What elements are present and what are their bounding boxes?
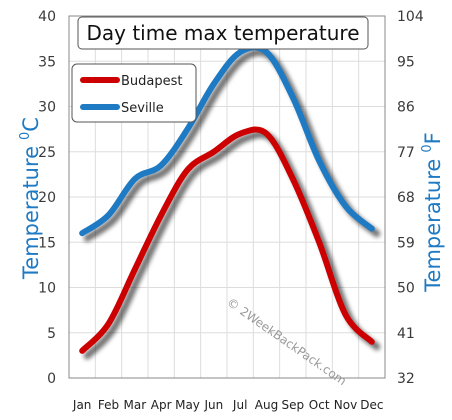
data-point-budapest [264,131,270,137]
chart-title: Day time max temperature [86,21,359,45]
left-axis-title: Temperature 0C [18,117,43,280]
x-tick-label: Nov [334,398,357,412]
data-point-seville [369,226,375,232]
x-tick-label: Jun [203,398,223,412]
right-tick-label: 95 [397,54,415,70]
right-axis-unit: F [421,132,445,144]
left-tick-label: 40 [38,9,56,25]
data-point-budapest [106,321,112,327]
data-point-seville [343,203,349,209]
data-point-seville [79,230,85,236]
right-tick-label: 77 [397,145,415,161]
data-point-seville [106,212,112,218]
right-tick-label: 86 [397,100,415,116]
x-tick-label: May [175,398,200,412]
data-point-budapest [132,266,138,272]
x-tick-label: Aug [255,398,278,412]
series-line-seville [79,44,375,237]
right-tick-label: 59 [397,235,415,251]
left-tick-label: 30 [38,100,56,116]
watermark: © 2WeekBackPack.com [224,295,349,388]
right-tick-label: 41 [397,326,415,342]
right-axis-label: Temperature [421,159,445,293]
left-axis-unit: C [19,117,43,132]
left-tick-label: 20 [38,190,56,206]
right-axis-ticks: 32 41 50 59 68 77 86 95 104 [397,9,424,387]
svg-text:Temperature0F: Temperature 0F [420,132,445,292]
right-axis-degree: 0 [420,144,435,152]
x-tick-label: Apr [151,398,172,412]
x-tick-label: Jan [72,398,92,412]
right-tick-label: 50 [397,281,415,297]
left-tick-label: 25 [38,145,56,161]
chart-title-box: Day time max temperature [77,16,369,50]
x-tick-label: Dec [360,398,383,412]
data-point-seville [185,126,191,132]
data-point-budapest [369,339,375,345]
left-tick-label: 35 [38,54,56,70]
x-tick-label: Sep [282,398,305,412]
legend-label-seville: Seville [121,101,164,116]
data-point-budapest [290,176,296,182]
right-tick-label: 32 [397,371,415,387]
series-line-budapest [79,126,375,354]
data-point-seville [237,49,243,55]
left-tick-label: 15 [38,235,56,251]
data-point-budapest [185,167,191,173]
plot-frame [68,15,386,379]
x-tick-label: Oct [309,398,330,412]
left-tick-label: 5 [47,326,56,342]
data-point-budapest [343,312,349,318]
data-point-seville [132,176,138,182]
legend: Budapest Seville [71,63,197,123]
x-axis-labels: Jan Feb Mar Apr May Jun Jul Aug Sep Oct Nov Dec [72,398,384,412]
left-axis-ticks: 0 5 10 15 20 25 30 35 40 [38,9,56,387]
left-tick-label: 0 [47,371,56,387]
x-tick-label: Feb [98,398,119,412]
series-shadow-budapest [83,131,381,360]
data-point-seville [264,49,270,55]
data-point-budapest [316,239,322,245]
x-tick-label: Jul [232,398,247,412]
right-tick-label: 68 [397,190,415,206]
right-axis-title: Temperature 0F [420,132,445,292]
right-tick-label: 104 [397,9,424,25]
data-point-seville [158,162,164,168]
data-point-budapest [79,348,85,354]
svg-text:Temperature0C: Temperature 0C [18,117,43,280]
data-point-budapest [211,149,217,155]
data-point-seville [290,94,296,100]
left-axis-label: Temperature [19,146,43,280]
left-tick-label: 10 [38,281,56,297]
data-point-budapest [237,131,243,137]
left-axis-degree: 0 [18,132,33,140]
x-tick-label: Mar [124,398,147,412]
series-layer [79,44,381,360]
legend-label-budapest: Budapest [121,74,183,89]
data-point-seville [211,81,217,87]
data-point-seville [316,158,322,164]
data-point-budapest [158,212,164,218]
